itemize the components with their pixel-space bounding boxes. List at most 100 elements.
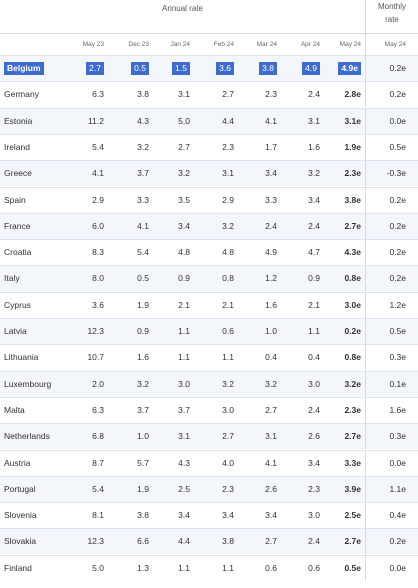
table-row[interactable]: Slovakia 12.3 6.6 4.4 3.8 2.7 2.4 2.7e 0.2e	[0, 528, 418, 555]
table-row[interactable]: Croatia 8.3 5.4 4.8 4.8 4.9 4.7 4.3e 0.2e	[0, 239, 418, 266]
country-name-highlight: Belgium	[4, 62, 44, 75]
country-name: Slovakia	[4, 536, 37, 547]
value-cell: 1.0	[137, 431, 149, 442]
table-row[interactable]: Spain 2.9 3.3 3.5 2.9 3.3 3.4 3.8e 0.2e	[0, 186, 418, 213]
table-row[interactable]: France 6.0 4.1 3.4 3.2 2.4 2.4 2.7e 0.2e	[0, 212, 418, 239]
table-row[interactable]: Belgium 2.7 0.5 1.5 3.6 3.8 4.9 4.9e 0.2e	[0, 55, 418, 81]
table-row[interactable]: Ireland 5.4 3.2 2.7 2.3 1.7 1.6 1.9e 0.5e	[0, 133, 418, 160]
value-cell: 3.1	[178, 431, 190, 442]
value-cell: 1.1e	[389, 483, 406, 494]
value-cell: 2.7	[178, 141, 190, 152]
value-cell: 1.6	[308, 141, 320, 152]
country-name: Slovenia	[4, 510, 37, 521]
value-cell: 0.4	[308, 352, 320, 363]
table-row[interactable]: Greece 4.1 3.7 3.2 3.1 3.4 3.2 2.3e -0.3e	[0, 160, 418, 187]
value-cell: 8.0	[92, 273, 104, 284]
value-cell: 3.6	[92, 299, 104, 310]
value-cell: 5.0	[178, 115, 190, 126]
value-cell: 3.4	[308, 457, 320, 468]
value-cell: 2.5	[178, 483, 190, 494]
column-divider	[365, 397, 366, 423]
table-row[interactable]: Estonia 11.2 4.3 5.0 4.4 4.1 3.1 3.1e 0.0e	[0, 107, 418, 134]
value-cell: 0.2e	[389, 247, 406, 258]
value-cell: 8.3	[92, 247, 104, 258]
value-cell: 1.1	[178, 352, 190, 363]
table-row[interactable]: Malta 6.3 3.7 3.7 3.0 2.7 2.4 2.3e 1.6e	[0, 396, 418, 423]
column-divider	[365, 213, 366, 239]
table-row[interactable]: Netherlands 6.8 1.0 3.1 2.7 3.1 2.6 2.7e 0.3e	[0, 423, 418, 450]
table-row[interactable]: Portugal 5.4 1.9 2.5 2.3 2.6 2.3 3.9e 1.1e	[0, 475, 418, 502]
table-row[interactable]: Germany 6.3 3.8 3.1 2.7 2.3 2.4 2.8e 0.2e	[0, 81, 418, 108]
value-cell: 0.4e	[389, 510, 406, 521]
value-cell: 1.9	[137, 483, 149, 494]
value-cell: 1.9e	[344, 141, 361, 152]
value-cell: -0.3e	[386, 168, 406, 179]
value-cell: 5.7	[137, 457, 149, 468]
column-divider	[365, 555, 366, 581]
monthly-rate-header: Monthly rate	[365, 0, 418, 34]
value-cell: 2.7	[64, 56, 104, 81]
column-divider	[365, 450, 366, 476]
table-row[interactable]: Latvia 12.3 0.9 1.1 0.6 1.0 1.1 0.2e 0.5e	[0, 318, 418, 344]
value-cell: 2.9	[222, 194, 234, 205]
value-highlight: 0.5	[131, 62, 149, 75]
value-cell: 2.7	[265, 404, 277, 415]
value-cell: 3.1	[222, 168, 234, 179]
value-cell: 0.0e	[389, 562, 406, 573]
table-row[interactable]: Finland 5.0 1.3 1.1 1.1 0.6 0.6 0.5e 0.0e	[0, 554, 418, 581]
value-cell: 2.7	[222, 431, 234, 442]
value-cell: 0.3e	[389, 352, 406, 363]
country-name: Luxembourg	[4, 378, 52, 389]
column-divider	[365, 161, 366, 187]
value-cell: 3.5	[178, 194, 190, 205]
value-cell: 3.4	[178, 220, 190, 231]
table-row[interactable]: Lithuania 10.7 1.6 1.1 1.1 0.4 0.4 0.8e 0.3e	[0, 344, 418, 371]
column-divider	[365, 503, 366, 529]
country-name: Cyprus	[4, 299, 31, 310]
value-cell: 3.2	[137, 378, 149, 389]
value-cell: 0.6	[265, 562, 277, 573]
value-cell: 3.2	[178, 168, 190, 179]
value-cell: 1.1	[178, 326, 190, 336]
period-header-2: Jan 24	[170, 41, 190, 48]
value-cell: 3.1	[308, 115, 320, 126]
table-row[interactable]: Slovenia 8.1 3.8 3.4 3.4 3.4 3.0 2.5e 0.4e	[0, 502, 418, 529]
column-divider	[365, 529, 366, 555]
value-highlight: 3.6	[216, 62, 234, 75]
value-cell: 3.1	[178, 89, 190, 100]
value-cell: 2.4	[308, 404, 320, 415]
column-divider	[365, 424, 366, 450]
country-name: Croatia	[4, 247, 32, 258]
value-cell: 3.4	[265, 510, 277, 521]
table-row[interactable]: Cyprus 3.6 1.9 2.1 2.1 1.6 2.1 3.0e 1.2e	[0, 291, 418, 318]
column-divider	[365, 56, 366, 81]
value-cell: 4.8	[178, 247, 190, 258]
column-divider	[365, 345, 366, 371]
value-cell: 0.1e	[389, 378, 406, 389]
value-cell: 2.0	[92, 378, 104, 389]
value-cell: 6.0	[92, 220, 104, 231]
country-name: Lithuania	[4, 352, 39, 363]
value-cell: 0.2e	[389, 89, 406, 100]
value-cell: 2.7e	[344, 431, 361, 442]
period-header-0: May 23	[82, 41, 104, 48]
country-name: Netherlands	[4, 431, 50, 442]
value-cell: 2.7	[265, 536, 277, 547]
value-cell: 0.2e	[389, 536, 406, 547]
value-cell: 0.5	[109, 56, 149, 81]
table-row[interactable]: Austria 8.7 5.7 4.3 4.0 4.1 3.4 3.3e 0.0e	[0, 449, 418, 476]
value-cell: 1.5	[150, 56, 190, 81]
value-highlight: 3.8	[259, 62, 277, 75]
table-row[interactable]: Italy 8.0 0.5 0.9 0.8 1.2 0.9 0.8e 0.2e	[0, 265, 418, 292]
value-cell: 3.3e	[344, 457, 361, 468]
column-divider	[365, 371, 366, 397]
value-cell: 6.3	[92, 89, 104, 100]
value-cell: 3.7	[137, 168, 149, 179]
value-cell: 6.6	[137, 536, 149, 547]
value-cell: 3.0	[308, 378, 320, 389]
value-cell: 3.8	[237, 56, 277, 81]
column-divider	[365, 82, 366, 108]
value-cell: 0.8e	[344, 352, 361, 363]
table-row[interactable]: Luxembourg 2.0 3.2 3.0 3.2 3.2 3.0 3.2e 0.1e	[0, 370, 418, 397]
